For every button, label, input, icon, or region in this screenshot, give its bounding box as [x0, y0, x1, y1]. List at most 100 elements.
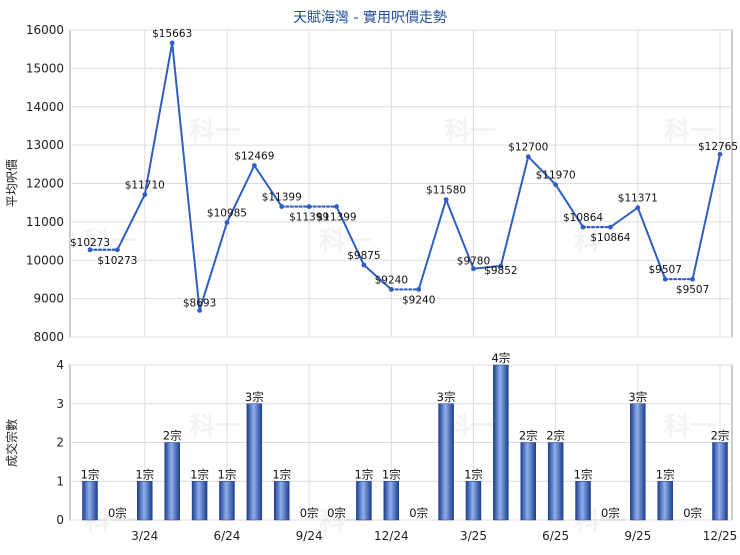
price-point	[498, 263, 504, 269]
price-point-label: $10985	[207, 207, 247, 219]
price-point-label: $10273	[97, 255, 137, 267]
x-tick-label: 9/25	[624, 529, 651, 543]
price-point-label: $12469	[234, 151, 274, 163]
price-line-segment	[445, 198, 475, 270]
price-point-label: $10864	[590, 232, 630, 244]
price-point-label: $15663	[152, 28, 192, 40]
price-line-segment	[691, 153, 721, 281]
count-bar	[547, 442, 564, 521]
price-tick-label: 15000	[26, 61, 64, 75]
price-axis-label: 平均呎價	[5, 159, 19, 207]
price-point-label: $9240	[375, 274, 408, 286]
price-point-label: $9507	[649, 264, 682, 276]
count-bar-label: 2宗	[546, 429, 565, 443]
price-point-label: $10273	[70, 237, 110, 249]
count-bar-label: 0宗	[108, 506, 127, 520]
price-point	[87, 247, 93, 253]
count-bar-label: 1宗	[656, 467, 675, 481]
count-bar-label: 4宗	[491, 351, 510, 365]
count-bar-label: 0宗	[409, 506, 428, 520]
price-line-segment	[253, 164, 283, 208]
count-bar-label: 1宗	[190, 467, 209, 481]
price-point-label: $9507	[676, 284, 709, 296]
price-point	[114, 247, 120, 253]
count-bar	[438, 403, 454, 521]
count-tick-label: 3	[56, 397, 64, 411]
price-line-segment	[116, 193, 146, 251]
count-bar-label: 1宗	[218, 467, 237, 481]
price-point-label: $9852	[484, 265, 517, 277]
price-point-label: $12700	[508, 142, 548, 154]
watermark-text: 科一	[574, 227, 626, 257]
chart-title: 天賦海灣 - 實用呎價走勢	[293, 9, 447, 26]
price-point-label: $9240	[402, 294, 435, 306]
count-bar-label: 1宗	[574, 467, 593, 481]
count-bar-label: 2宗	[519, 429, 538, 443]
price-point-label: $10864	[563, 212, 603, 224]
price-line-segment	[499, 155, 530, 267]
x-tick-label: 6/24	[213, 529, 240, 543]
count-bar	[575, 481, 591, 521]
price-tick-label: 10000	[26, 253, 64, 267]
price-point	[608, 224, 613, 230]
count-bar	[273, 481, 290, 521]
count-bar-label: 2宗	[163, 429, 182, 443]
price-point-label: $11371	[618, 193, 658, 205]
price-tick-label: 16000	[26, 23, 64, 37]
count-bar	[630, 403, 646, 521]
price-tick-label: 13000	[26, 138, 64, 152]
watermark-text: 科一	[664, 117, 716, 147]
price-line-segment	[609, 206, 639, 229]
count-bar-label: 1宗	[464, 467, 483, 481]
count-bar-label: 1宗	[81, 467, 100, 481]
price-point	[690, 276, 696, 282]
price-line-segment	[554, 183, 585, 229]
price-point-label: $11399	[316, 212, 356, 224]
x-tick-label: 6/25	[542, 529, 569, 543]
watermark-text: 科一	[84, 227, 136, 257]
price-point	[416, 287, 422, 292]
watermark-text: 科一	[444, 117, 496, 147]
price-point	[553, 182, 559, 188]
price-point	[197, 308, 202, 313]
price-point	[224, 220, 230, 225]
price-line-segment	[636, 206, 667, 281]
count-bar-label: 3宗	[245, 390, 264, 404]
count-bar-label: 1宗	[135, 467, 154, 481]
price-point	[443, 197, 449, 203]
count-bar	[191, 481, 208, 521]
watermark-text: 科一	[319, 227, 371, 257]
count-bar	[164, 442, 180, 521]
count-bar-label: 3宗	[628, 390, 647, 404]
price-point	[279, 204, 285, 209]
price-point-label: $11399	[262, 192, 302, 204]
x-tick-label: 9/24	[296, 529, 323, 543]
count-tick-label: 1	[56, 474, 64, 488]
price-point-label: $12765	[698, 141, 738, 153]
price-tick-label: 9000	[33, 292, 64, 306]
price-point	[169, 40, 175, 46]
count-bar	[465, 481, 482, 521]
price-tick-label: 14000	[26, 100, 64, 114]
count-bar	[520, 442, 537, 521]
watermark-text: 科一	[664, 412, 716, 442]
x-tick-label: 12/25	[703, 529, 738, 543]
count-bar-label: 1宗	[272, 467, 291, 481]
count-bar	[712, 442, 728, 521]
price-point	[251, 163, 257, 168]
price-tick-label: 12000	[26, 177, 64, 191]
price-point-label: $8693	[183, 297, 216, 309]
x-tick-label: 3/24	[131, 529, 158, 543]
count-bar-label: 0宗	[683, 506, 702, 520]
count-bar	[383, 481, 400, 521]
x-tick-label: 12/24	[374, 529, 409, 543]
count-bar-label: 1宗	[382, 467, 401, 481]
count-tick-label: 2	[56, 436, 64, 450]
count-bar-label: 0宗	[601, 506, 620, 520]
count-bar-label: 0宗	[327, 506, 346, 520]
price-line-segment	[171, 41, 201, 312]
price-point	[471, 266, 476, 272]
price-point	[306, 204, 312, 209]
price-point	[635, 205, 641, 211]
